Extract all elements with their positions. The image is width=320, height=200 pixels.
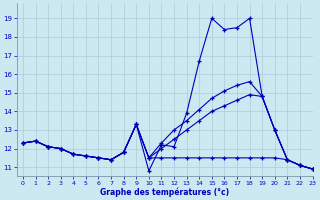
X-axis label: Graphe des températures (°c): Graphe des températures (°c) <box>100 187 229 197</box>
